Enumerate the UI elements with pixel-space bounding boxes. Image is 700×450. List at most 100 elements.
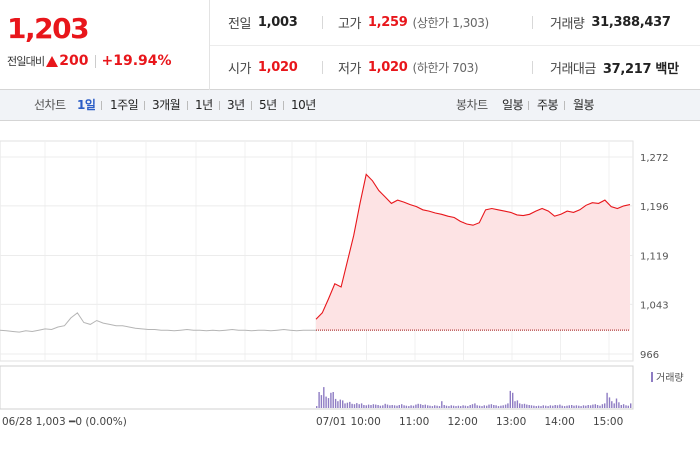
time-tick-label: 14:00 <box>545 416 575 428</box>
candle-weekly-button[interactable]: 주봉 <box>537 98 559 112</box>
time-tick-label: 15:00 <box>593 416 623 428</box>
volume-bar <box>589 405 592 408</box>
volume-bar <box>608 397 611 408</box>
volume-bar <box>375 404 377 408</box>
volume-bar <box>596 405 599 408</box>
volume-bar <box>561 405 563 408</box>
volume-bar <box>401 404 403 408</box>
divider <box>283 101 284 110</box>
intraday-chart: 1,272 1,196 1,119 1,043 966 거래량 06/28 1,… <box>0 121 700 450</box>
volume-bar <box>393 405 396 408</box>
volume-bar <box>318 392 320 408</box>
volume-bar <box>493 405 495 408</box>
date-label: 07/01 <box>316 416 346 428</box>
volume-bar <box>412 405 415 408</box>
volume-bar <box>417 403 419 408</box>
volume-bar <box>330 392 332 408</box>
row-divider <box>210 45 700 46</box>
divider <box>532 61 533 74</box>
period-1y-button[interactable]: 1년 <box>195 98 213 112</box>
volume-bar <box>526 404 528 408</box>
volume-bar <box>516 400 519 408</box>
volume-legend-swatch <box>651 372 653 382</box>
volume-bar <box>358 404 360 408</box>
volume-bar <box>431 406 434 408</box>
prev-session-info: 06/28 1,003 ━0 (0.00%) <box>2 416 127 428</box>
volume-bar <box>450 405 452 408</box>
volume-bar <box>469 405 471 408</box>
volume-bar <box>441 401 443 408</box>
volume-bar <box>578 405 580 408</box>
time-axis-labels: 10:00 11:00 12:00 13:00 14:00 15:00 <box>351 416 624 428</box>
time-tick-label: 13:00 <box>496 416 526 428</box>
volume-bar <box>342 400 344 408</box>
lower-limit: (하한가 703) <box>412 61 479 75</box>
divider <box>532 16 533 29</box>
volume-bar <box>601 404 604 408</box>
volume-bar <box>434 405 436 408</box>
volume-bar <box>405 405 408 408</box>
volume-bar <box>537 405 540 408</box>
volume-bar <box>528 405 530 408</box>
volume-bar <box>542 405 544 408</box>
up-triangle-icon <box>46 55 59 67</box>
volume-bar <box>604 403 606 408</box>
stat-value: 31,388,437 <box>591 15 671 30</box>
volume-bar <box>625 405 627 408</box>
volume-bar <box>323 387 325 408</box>
y-axis-labels: 1,272 1,196 1,119 1,043 966 <box>640 153 669 361</box>
volume-bar <box>344 403 346 408</box>
volume-bar <box>391 405 393 408</box>
volume-bar <box>467 406 469 408</box>
y-tick-label: 1,272 <box>640 153 669 164</box>
volume-bar <box>389 405 391 408</box>
candle-monthly-button[interactable]: 월봉 <box>573 98 595 112</box>
volume-bar <box>445 405 448 408</box>
volume-bar <box>448 406 450 408</box>
period-5y-button[interactable]: 5년 <box>259 98 277 112</box>
volume-bar <box>523 403 526 408</box>
volume-bar <box>519 403 521 408</box>
volume-bar <box>462 405 464 408</box>
volume-bar <box>549 405 552 408</box>
volume-bar <box>556 405 559 408</box>
volume-bar <box>478 405 481 408</box>
period-10y-button[interactable]: 10년 <box>291 98 316 112</box>
time-tick-label: 11:00 <box>399 416 429 428</box>
volume-bar <box>363 405 365 408</box>
divider <box>322 16 323 29</box>
volume-bar <box>382 405 384 408</box>
volume-bar <box>580 406 582 408</box>
period-3m-button[interactable]: 3개월 <box>152 98 181 112</box>
volume-bar <box>337 401 339 408</box>
volume-bar <box>497 406 500 408</box>
volume-bar <box>419 404 422 408</box>
volume-bar <box>339 399 341 408</box>
stat-trade-value: 거래대금 37,217 백만 <box>550 45 679 90</box>
price-chart-svg: 1,272 1,196 1,119 1,043 966 거래량 06/28 1,… <box>0 140 684 428</box>
period-3y-button[interactable]: 3년 <box>227 98 245 112</box>
volume-bar <box>327 398 330 408</box>
stat-label: 거래대금 <box>550 62 596 77</box>
upper-limit: (상한가 1,303) <box>412 16 490 30</box>
stat-label: 전일 <box>228 17 251 32</box>
volume-bar <box>455 406 457 408</box>
volume-bar <box>620 405 622 408</box>
stat-value: 1,020 <box>257 60 298 75</box>
stat-value: 1,020 <box>367 60 408 75</box>
stat-low: 저가 1,020 (하한가 703) <box>338 45 479 90</box>
volume-bar <box>622 404 625 408</box>
volume-bar <box>443 405 445 408</box>
volume-bar <box>490 404 493 408</box>
volume-bar <box>334 398 337 408</box>
divider <box>528 101 529 110</box>
stat-value: 37,217 백만 <box>602 62 679 77</box>
candle-daily-button[interactable]: 일봉 <box>502 98 524 112</box>
period-1d-button[interactable]: 1일 <box>77 98 96 112</box>
volume-bar <box>594 404 596 408</box>
stat-high: 고가 1,259 (상한가 1,303) <box>338 0 489 45</box>
y-tick-label: 1,119 <box>640 252 669 263</box>
period-1w-button[interactable]: 1주일 <box>110 98 139 112</box>
volume-bar <box>438 406 441 408</box>
stat-label: 저가 <box>338 62 361 77</box>
